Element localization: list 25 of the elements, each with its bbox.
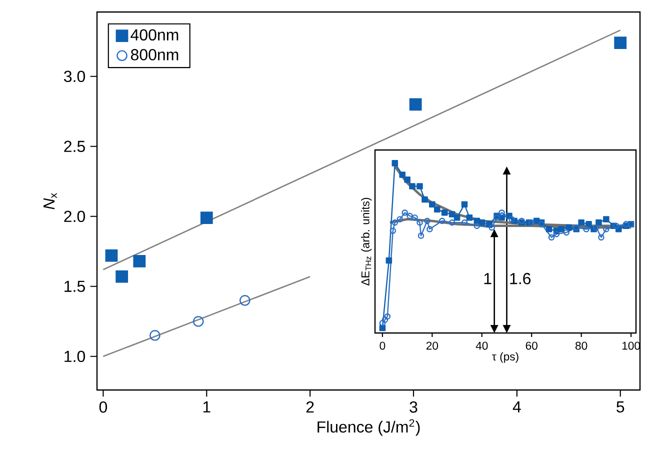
x-tick-label: 60 — [526, 342, 538, 350]
y-axis-title: ΔE$_{THz}$ (arb. units) — [361, 198, 372, 286]
y-tick-label: 1.0 — [64, 350, 86, 362]
x-tick-label: 100 — [622, 342, 640, 350]
y-tick-label: 3.0 — [64, 70, 86, 82]
y-axis-title: N$_{x}$ — [44, 192, 57, 210]
x-tick-label: 1 — [203, 401, 210, 412]
legend-label: 400nm — [130, 29, 178, 41]
x-tick-label: 3 — [410, 401, 418, 413]
y-tick-label: 2.0 — [64, 210, 86, 222]
annotation: 1.6 — [510, 272, 531, 284]
x-tick-label: 80 — [576, 342, 588, 350]
x-axis-title: Fluence (J/m$^{2}$) — [318, 419, 420, 436]
x-tick-label: 40 — [476, 342, 488, 350]
x-tick-label: 5 — [616, 401, 624, 413]
legend-label: 800nm — [130, 49, 178, 60]
x-axis-title: τ (ps) — [492, 352, 518, 363]
x-tick-label: 0 — [380, 342, 386, 350]
x-tick-label: 2 — [306, 401, 314, 413]
x-tick-label: 4 — [512, 401, 521, 412]
x-tick-label: 20 — [426, 342, 438, 350]
x-tick-label: 0 — [99, 401, 108, 413]
annotation: 1 — [484, 273, 492, 284]
y-tick-label: 2.5 — [64, 140, 85, 152]
y-tick-label: 1.5 — [64, 280, 85, 292]
